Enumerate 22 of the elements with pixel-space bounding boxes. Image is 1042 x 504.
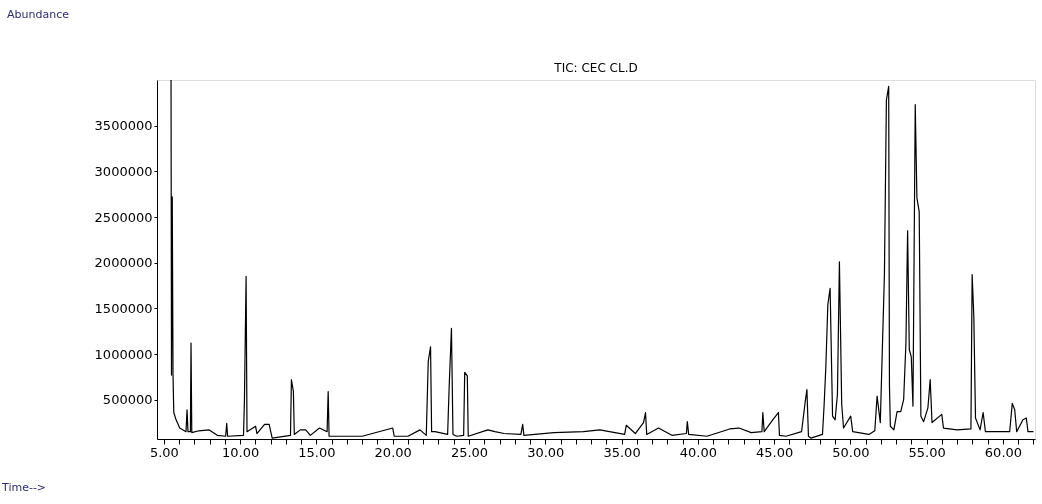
- x-tick-label: 60.00: [984, 444, 1023, 460]
- y-tick-label: 1500000: [94, 300, 153, 316]
- y-tick-label: 2500000: [94, 209, 153, 225]
- x-tick-label: 20.00: [374, 444, 412, 460]
- x-tick-label: 15.00: [298, 444, 336, 460]
- y-tick-label: 1000000: [94, 346, 153, 362]
- x-tick-label: 35.00: [603, 444, 641, 460]
- chart-title: TIC: CEC CL.D: [553, 61, 638, 75]
- text: Time-->: [1, 481, 47, 494]
- x-tick-label: 10.00: [222, 444, 260, 460]
- y-tick-label: 3500000: [94, 118, 153, 134]
- x-tick-label: 50.00: [832, 444, 870, 460]
- x-tick-label: 25.00: [450, 444, 489, 460]
- y-tick-label: 500000: [102, 392, 153, 408]
- x-tick-label: 40.00: [679, 444, 717, 460]
- y-tick-label: 2000000: [94, 255, 153, 271]
- x-tick-label: 5.00: [149, 444, 179, 460]
- x-tick-label: 30.00: [527, 444, 565, 460]
- x-tick-label: 55.00: [908, 444, 946, 460]
- y-tick-label: 3000000: [94, 163, 153, 179]
- x-tick-label: 45.00: [756, 444, 794, 460]
- text: Abundance: [7, 8, 70, 21]
